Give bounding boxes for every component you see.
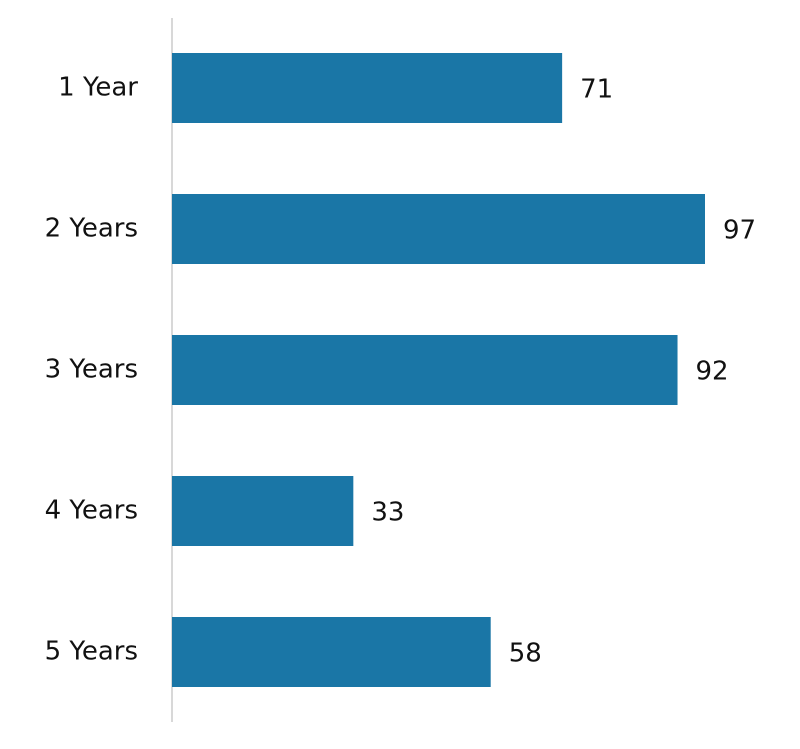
bar [172,53,563,123]
bar [172,476,354,546]
y-tick-label: 4 Years [45,496,138,526]
value-label: 58 [509,639,542,669]
value-label: 71 [580,75,613,105]
bar [172,335,678,405]
value-label: 97 [723,216,756,246]
y-tick-label: 5 Years [45,637,138,667]
y-tick-label: 1 Year [58,73,138,103]
value-label: 33 [371,498,404,528]
bar [172,617,491,687]
y-tick-label: 2 Years [45,214,138,244]
y-tick-label: 3 Years [45,355,138,385]
bar [172,194,705,264]
value-label: 92 [696,357,729,387]
